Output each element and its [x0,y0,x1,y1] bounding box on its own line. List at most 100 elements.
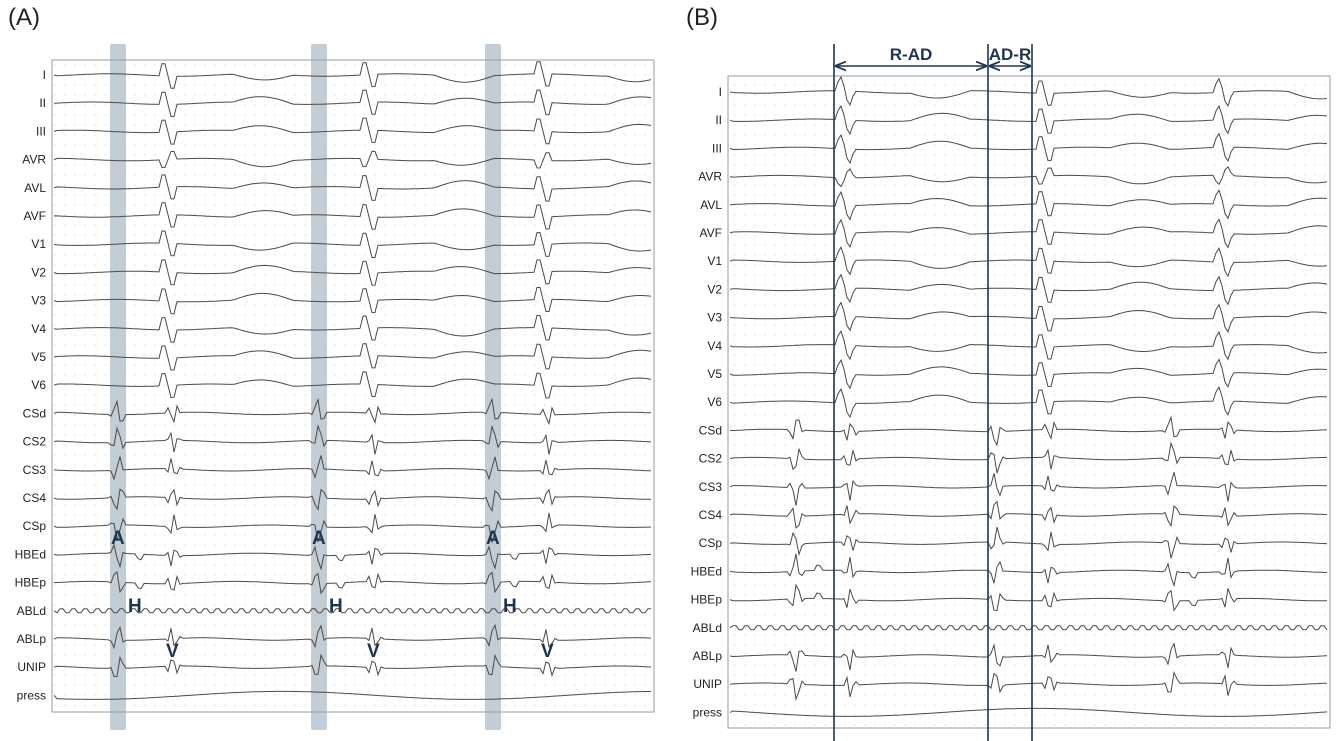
lead-label-ablp: ABLp [693,649,723,663]
trace-csp [53,512,652,543]
trace-avr [729,165,1328,188]
lead-label-cs2: CS2 [23,435,47,449]
lead-label-avf: AVF [700,226,722,240]
trace-cs2 [53,423,652,455]
trace-v5 [53,343,652,371]
trace-hbep [53,571,652,595]
lead-label-iii: III [712,141,722,155]
trace-press [729,707,1328,717]
lead-label-v4: V4 [31,322,46,336]
lead-label-avr: AVR [22,153,46,167]
lead-label-abld: ABLd [17,604,46,618]
lead-label-v5: V5 [707,367,722,381]
lead-label-hbep: HBEp [15,576,47,590]
trace-avl [729,189,1328,221]
lead-label-cs3: CS3 [699,480,723,494]
marker-h-beat-1: H [128,596,142,617]
trace-v3 [729,301,1328,333]
trace-cs2 [729,441,1328,474]
lead-label-avl: AVL [700,198,722,212]
atrial-highlight-band [311,44,327,730]
trace-ii [729,104,1328,136]
trace-v6 [729,386,1328,419]
lead-label-cs4: CS4 [699,508,723,522]
lead-label-cs3: CS3 [23,463,47,477]
marker-a-beat-1: A [111,528,125,549]
trace-v4 [53,315,652,343]
lead-label-v6: V6 [31,378,46,392]
marker-h-beat-2: H [329,596,343,617]
lead-label-csp: CSp [23,519,47,533]
trace-unip [729,671,1328,702]
lead-label-v5: V5 [31,350,46,364]
trace-avr [53,150,652,169]
trace-hbed [53,543,652,571]
lead-label-v1: V1 [31,237,46,251]
trace-iii [53,117,652,145]
trace-v1 [729,246,1328,278]
lead-label-v1: V1 [707,254,722,268]
lead-label-hbep: HBEp [691,593,723,607]
trace-ablp [729,642,1328,672]
trace-hbep [729,583,1328,612]
trace-abld [729,625,1328,631]
trace-csd [53,397,652,426]
trace-cs4 [53,488,651,513]
trace-press [53,690,652,700]
lead-label-unip: UNIP [693,677,722,691]
trace-v6 [53,371,652,399]
trace-cs3 [729,472,1327,506]
marker-v-beat-1: V [166,641,179,662]
panel-a: IIIIIIAVRAVLAVFV1V2V3V4V5V6CSdCS2CS3CS4C… [15,44,655,730]
lead-label-hbed: HBEd [691,564,722,578]
trace-ablp [53,623,652,650]
lead-label-hbed: HBEd [15,547,46,561]
atrial-highlight-band [485,44,501,730]
trace-avf [53,202,652,230]
interval-label-ad-r: AD-R [989,45,1032,64]
atrial-highlight-band [110,44,126,730]
panel-b: IIIIIIAVRAVLAVFV1V2V3V4V5V6CSdCS2CS3CS4C… [691,44,1331,741]
lead-label-i: I [719,85,722,99]
panel-a-label: (A) [8,4,40,31]
lead-label-v2: V2 [707,282,722,296]
trace-cs3 [53,455,652,481]
trace-cs4 [729,500,1328,529]
lead-label-cs2: CS2 [699,452,723,466]
trace-iii [729,132,1328,165]
marker-v-beat-2: V [367,641,380,662]
trace-i [729,75,1328,107]
trace-v3 [53,286,652,315]
marker-a-beat-3: A [486,528,500,549]
lead-label-ii: II [39,96,46,110]
trace-v2 [729,273,1328,306]
trace-hbed [729,553,1328,588]
lead-label-csd: CSd [699,423,722,437]
lead-label-csd: CSd [23,406,46,420]
lead-label-iii: III [36,124,46,138]
lead-label-press: press [17,688,46,702]
trace-abld [53,608,651,614]
trace-v5 [729,358,1328,390]
trace-v2 [53,259,652,286]
lead-label-avf: AVF [24,209,46,223]
lead-label-press: press [693,705,722,719]
trace-csd [729,415,1328,447]
lead-label-avr: AVR [698,170,722,184]
lead-label-v4: V4 [707,339,722,353]
trace-csp [729,526,1328,559]
trace-v1 [53,230,652,258]
trace-i [53,61,652,89]
marker-h-beat-3: H [503,596,517,617]
panel-b-label: (B) [686,4,718,31]
marker-a-beat-2: A [312,528,326,549]
lead-label-abld: ABLd [693,621,722,635]
lead-label-csp: CSp [699,536,723,550]
lead-label-v3: V3 [707,311,722,325]
lead-label-cs4: CS4 [23,491,47,505]
trace-avl [53,174,652,202]
trace-unip [53,653,652,678]
trace-ii [53,89,652,118]
lead-label-unip: UNIP [17,660,46,674]
